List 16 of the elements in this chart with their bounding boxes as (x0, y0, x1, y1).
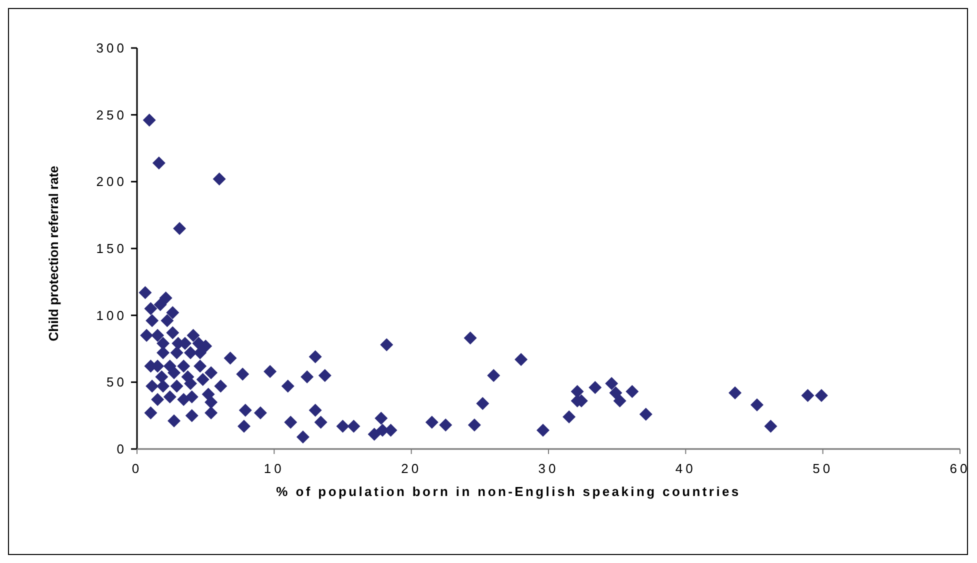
y-tick-label: 0 (116, 442, 127, 457)
x-tick-label: 10 (264, 461, 284, 476)
y-tick-label: 200 (96, 174, 127, 190)
x-tick-label: 30 (538, 461, 559, 476)
x-tick-label: 40 (675, 461, 696, 476)
y-axis-title: Child protection referral rate (46, 166, 61, 342)
y-tick-label: 50 (106, 374, 127, 390)
x-tick-label: 20 (401, 461, 422, 476)
y-tick-label: 300 (96, 40, 127, 56)
x-tick-label: 60 (950, 461, 970, 476)
x-tick-label: 50 (812, 461, 834, 476)
y-tick-label: 250 (96, 107, 127, 122)
y-tick-label: 100 (96, 308, 127, 323)
x-tick-label: 0 (132, 461, 142, 476)
x-axis-title: % of population born in non-English speaking countries (276, 484, 741, 499)
y-tick-label: 150 (96, 241, 127, 256)
